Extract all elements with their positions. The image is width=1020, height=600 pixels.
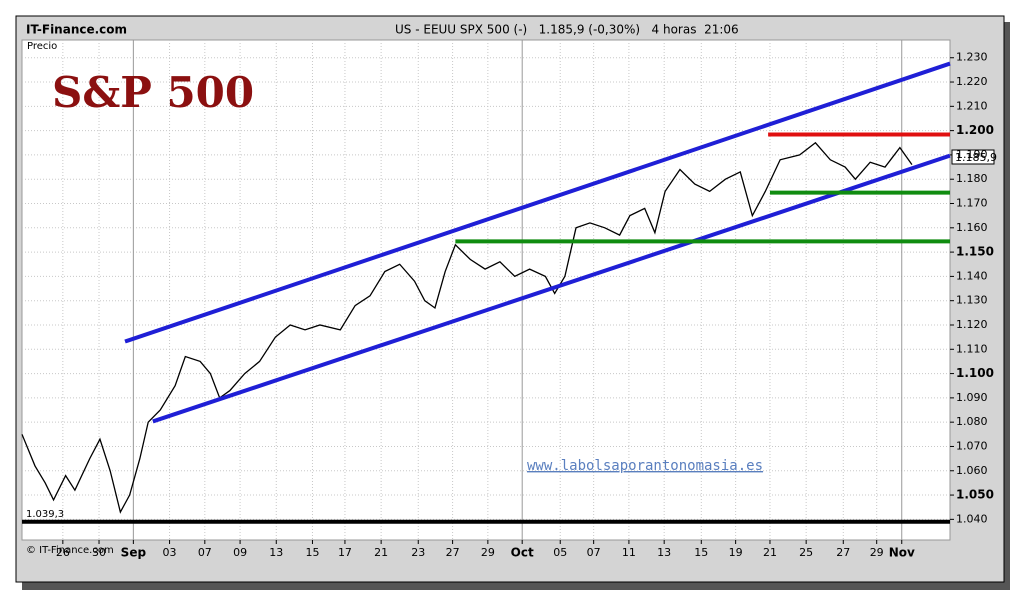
x-tick-label: 25 <box>799 546 813 559</box>
x-tick-label: 03 <box>163 546 177 559</box>
y-tick-label: 1.140 <box>956 269 988 282</box>
last-box <box>951 149 995 165</box>
x-tick-label: 07 <box>587 546 601 559</box>
y-tick-label: 1.080 <box>956 415 988 428</box>
trend-line <box>152 153 951 424</box>
y-tick-label: 1.060 <box>956 464 988 477</box>
x-tick-label: 05 <box>553 546 567 559</box>
y-tick-label: 1.090 <box>956 391 988 404</box>
y-tick-label: 1.220 <box>956 75 988 88</box>
y-tick-label: 1.110 <box>956 342 988 355</box>
x-tick-label: 21 <box>374 546 388 559</box>
plot-area <box>21 39 951 541</box>
y-tick-label: 1.170 <box>956 197 988 210</box>
y-tick-label: 1.160 <box>956 221 988 234</box>
x-tick-label: 07 <box>198 546 212 559</box>
y-tick-label: 1.120 <box>956 318 988 331</box>
y-tick-label: 1.150 <box>956 245 994 259</box>
x-tick-label: Sep <box>121 546 147 560</box>
x-tick-label: 13 <box>269 546 283 559</box>
x-tick-label: 19 <box>729 546 743 559</box>
plot <box>21 40 954 544</box>
y-tick-label: 1.200 <box>956 123 994 137</box>
x-tick-label: 29 <box>481 546 495 559</box>
y-tick-label: 1.070 <box>956 439 988 452</box>
x-tick-label: 11 <box>622 546 636 559</box>
y-tick-label: 1.050 <box>956 488 994 502</box>
site-name: IT-Finance.com <box>26 23 127 37</box>
y-tick-label: 1.100 <box>956 366 994 380</box>
y-label: Precio <box>27 41 57 52</box>
x-tick-label: 15 <box>694 546 708 559</box>
x-tick-label: 27 <box>836 546 850 559</box>
y-tick-label: 1.040 <box>956 512 988 525</box>
x-tick-label: 27 <box>446 546 460 559</box>
last-label: 1.185,9 <box>955 151 997 164</box>
y-tick-label: 1.130 <box>956 294 988 307</box>
x-tick-label: 23 <box>411 546 425 559</box>
x-tick-label: 15 <box>305 546 319 559</box>
x-tick-label: 09 <box>233 546 247 559</box>
x-tick-label: 29 <box>870 546 884 559</box>
x-tick-label: Nov <box>889 546 915 560</box>
y-tick-label: 1.190 <box>956 148 988 161</box>
chart-title: S&P 500 <box>52 68 254 117</box>
x-tick-label: 30 <box>92 546 106 559</box>
y-tick-label: 1.180 <box>956 172 988 185</box>
x-tick-label: 13 <box>657 546 671 559</box>
y-tick-label: 1.230 <box>956 51 988 64</box>
x-tick-label: 21 <box>763 546 777 559</box>
y-tick-label: 1.210 <box>956 99 988 112</box>
header: US - EEUU SPX 500 (-) 1.185,9 (-0,30%) 4… <box>395 23 739 37</box>
x-tick-label: 26 <box>56 546 70 559</box>
x-tick-label: 17 <box>338 546 352 559</box>
copyright: © IT-Finance.com <box>26 545 114 556</box>
watermark: www.labolsaporantonomasia.es <box>527 458 763 474</box>
x-tick-label: Oct <box>511 546 534 560</box>
price-line <box>21 141 913 514</box>
low-label: 1.039,3 <box>26 509 64 520</box>
trend-line <box>124 61 951 344</box>
